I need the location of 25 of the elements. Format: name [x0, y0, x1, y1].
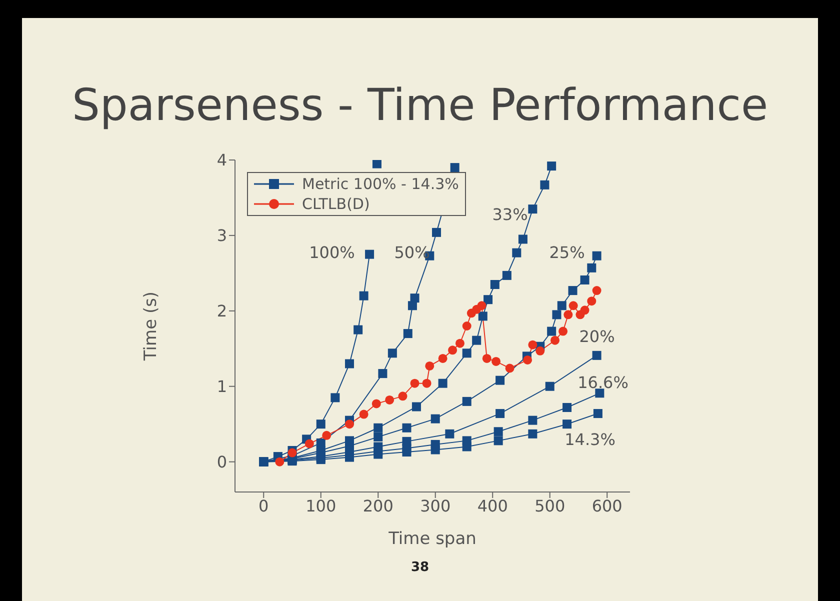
annotation: 25%: [548, 242, 586, 264]
y-tick-label: 2: [216, 302, 227, 321]
x-tick-label: 200: [362, 496, 394, 516]
annotation: 33%: [491, 204, 529, 226]
x-axis-title: Time span: [388, 529, 476, 549]
y-tick-label: 0: [216, 452, 227, 472]
x-tick-label: 300: [420, 496, 451, 516]
text: 38: [410, 559, 430, 577]
legend-label: CLTLB(D): [302, 194, 370, 214]
y-tick-label: 4: [216, 150, 227, 170]
annotation: 20%: [578, 326, 616, 348]
annotation: 50%: [394, 243, 430, 262]
annotation: 16.6%: [576, 372, 630, 394]
x-tick-label: 0: [258, 496, 269, 516]
x-tick-label: 600: [592, 496, 622, 516]
annotation: 100%: [308, 242, 356, 264]
y-axis-title: Time (s): [141, 291, 162, 362]
x-tick-label: 500: [534, 496, 566, 516]
y-tick-label: 1: [216, 377, 227, 396]
legend-label: Metric 100% - 14.3%: [302, 174, 459, 194]
x-tick-label: 400: [477, 496, 508, 516]
y-tick-label: 3: [216, 226, 227, 246]
x-tick-label: 100: [306, 496, 336, 516]
chart-title: Sparseness - Time Performance: [70, 80, 770, 131]
annotation: 14.3%: [564, 429, 616, 451]
